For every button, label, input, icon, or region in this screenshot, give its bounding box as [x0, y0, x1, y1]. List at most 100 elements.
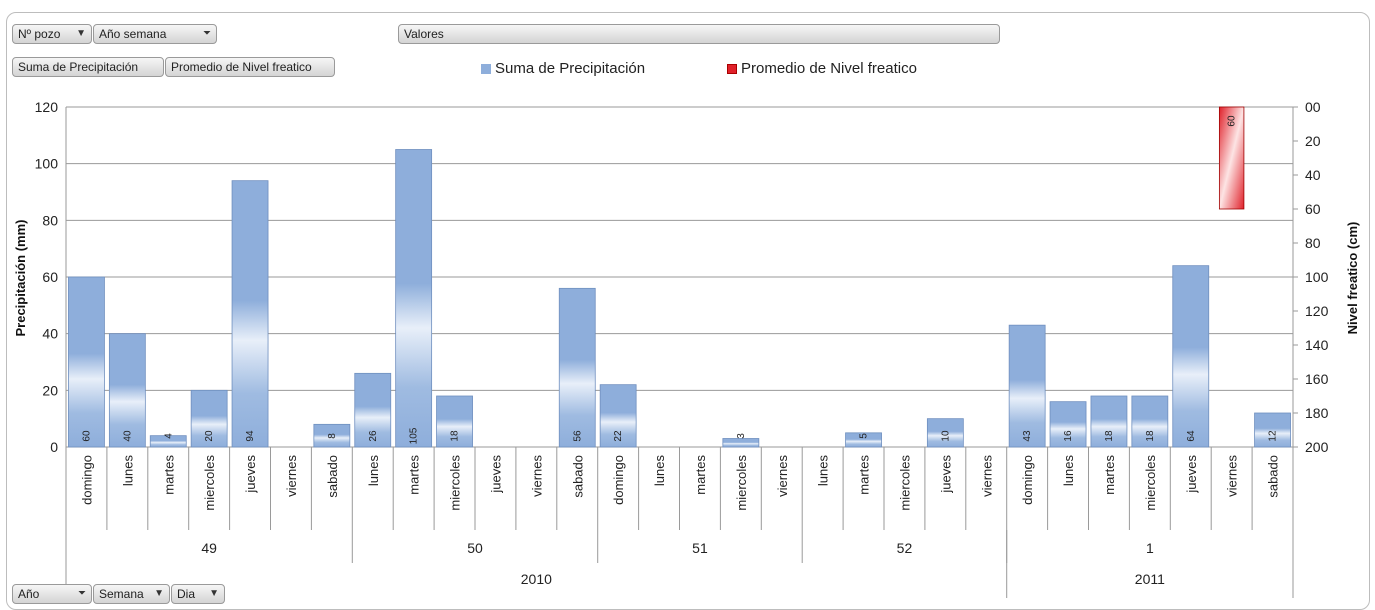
precip-bar — [1131, 395, 1169, 448]
y2-tick-label: 80 — [1305, 235, 1321, 251]
y-tick-label: 40 — [42, 326, 58, 342]
precip-data-label: 56 — [572, 430, 583, 442]
field-anio-button[interactable]: Año ⏷ — [12, 584, 92, 604]
precip-bar — [395, 149, 433, 448]
precip-bar — [436, 395, 473, 448]
filter-anio-semana-button[interactable]: Año semana ⏷ — [93, 24, 217, 44]
y2-tick-label: 120 — [1305, 303, 1329, 319]
precip-bar — [558, 287, 596, 448]
week-label: 50 — [467, 540, 483, 556]
day-label: miercoles — [897, 455, 912, 511]
day-label: sabado — [325, 455, 340, 498]
dropdown-arrow-icon: ▼ — [76, 28, 86, 39]
day-label: domingo — [79, 455, 94, 505]
precip-bar — [231, 180, 269, 448]
value-field-nivel-label: Promedio de Nivel freatico — [171, 60, 312, 74]
precip-data-label: 4 — [163, 433, 174, 439]
week-label: 51 — [692, 540, 708, 556]
legend-nivel-swatch — [727, 63, 737, 74]
day-label: martes — [161, 455, 176, 495]
precip-data-label: 18 — [1145, 430, 1156, 442]
day-label: lunes — [1061, 455, 1076, 487]
day-label: viernes — [284, 455, 299, 497]
y-axis-title: Precipitación (mm) — [13, 219, 28, 336]
legend-precip: Suma de Precipitación — [481, 60, 645, 77]
precip-bar — [722, 438, 760, 448]
legend-precip-swatch — [481, 63, 491, 74]
y-tick-label: 20 — [42, 382, 58, 398]
day-label: sabado — [1266, 455, 1281, 498]
day-label: viernes — [1225, 455, 1240, 497]
precip-bar — [68, 276, 105, 448]
day-label: jueves — [488, 455, 503, 494]
field-semana-label: Semana — [99, 587, 144, 601]
day-label: viernes — [979, 455, 994, 497]
day-label: lunes — [816, 455, 831, 487]
y-tick-label: 80 — [42, 212, 58, 228]
precip-bar — [1008, 324, 1046, 448]
day-label: jueves — [243, 455, 258, 494]
day-label: martes — [1102, 455, 1117, 495]
legend-nivel-label: Promedio de Nivel freatico — [741, 60, 917, 77]
value-field-precip-label: Suma de Precipitación — [18, 60, 139, 74]
precip-bar — [845, 432, 882, 448]
y2-tick-label: 40 — [1305, 167, 1321, 183]
day-label: miercoles — [734, 455, 749, 511]
day-label: domingo — [611, 455, 626, 505]
precip-data-label: 12 — [1268, 430, 1279, 442]
precip-data-label: 105 — [409, 427, 420, 444]
y2-tick-label: 140 — [1305, 337, 1329, 353]
legend-nivel: Promedio de Nivel freatico — [727, 60, 917, 77]
y2-tick-label: 20 — [1305, 133, 1321, 149]
day-label: viernes — [775, 455, 790, 497]
value-field-precip-button[interactable]: Suma de Precipitación — [12, 57, 164, 77]
day-label: sabado — [570, 455, 585, 498]
year-label: 2010 — [521, 571, 552, 587]
y2-tick-label: 200 — [1305, 439, 1329, 455]
precip-data-label: 10 — [940, 430, 951, 442]
precip-bar — [190, 389, 228, 448]
y2-tick-label: 60 — [1305, 201, 1321, 217]
precip-bar — [108, 333, 146, 448]
precip-data-label: 8 — [327, 433, 338, 439]
precip-data-label: 43 — [1022, 430, 1033, 442]
precip-data-label: 22 — [613, 430, 624, 442]
day-label: miercoles — [202, 455, 217, 511]
precip-data-label: 16 — [1063, 430, 1074, 442]
y-tick-label: 60 — [42, 269, 58, 285]
precip-data-label: 26 — [368, 430, 379, 442]
day-label: lunes — [652, 455, 667, 487]
dropdown-arrow-icon: ▼ — [154, 588, 164, 599]
filter-funnel-icon: ⏷ — [203, 28, 211, 39]
precip-data-label: 20 — [204, 430, 215, 442]
precip-bar — [599, 384, 637, 448]
precip-data-label: 64 — [1186, 430, 1197, 442]
field-dia-button[interactable]: Dia ▼ — [171, 584, 225, 604]
value-field-nivel-button[interactable]: Promedio de Nivel freatico — [165, 57, 335, 77]
nivel-bar — [1218, 106, 1245, 210]
nivel-data-label: 60 — [1227, 115, 1238, 127]
precip-bar — [1049, 401, 1087, 448]
week-label: 1 — [1146, 540, 1154, 556]
precip-bar — [926, 418, 964, 448]
precip-bar — [354, 372, 392, 448]
day-label: lunes — [366, 455, 381, 487]
filter-pozo-button[interactable]: Nº pozo ▼ — [12, 24, 92, 44]
precip-data-label: 5 — [859, 433, 870, 439]
filter-pozo-label: Nº pozo — [18, 27, 61, 41]
y2-tick-label: 160 — [1305, 371, 1329, 387]
precip-bar — [1172, 265, 1210, 448]
precip-data-label: 40 — [122, 430, 133, 442]
field-dia-label: Dia — [177, 587, 196, 601]
year-label: 2011 — [1135, 571, 1165, 587]
day-label: miercoles — [1143, 455, 1158, 511]
precip-data-label: 60 — [81, 430, 92, 442]
day-label: martes — [693, 455, 708, 495]
valores-field-button[interactable]: Valores — [398, 24, 1000, 44]
precip-bar — [1254, 412, 1291, 448]
precip-data-label: 94 — [245, 430, 256, 442]
field-semana-button[interactable]: Semana ▼ — [93, 584, 170, 604]
y-tick-label: 100 — [35, 156, 59, 172]
week-label: 49 — [201, 540, 217, 556]
